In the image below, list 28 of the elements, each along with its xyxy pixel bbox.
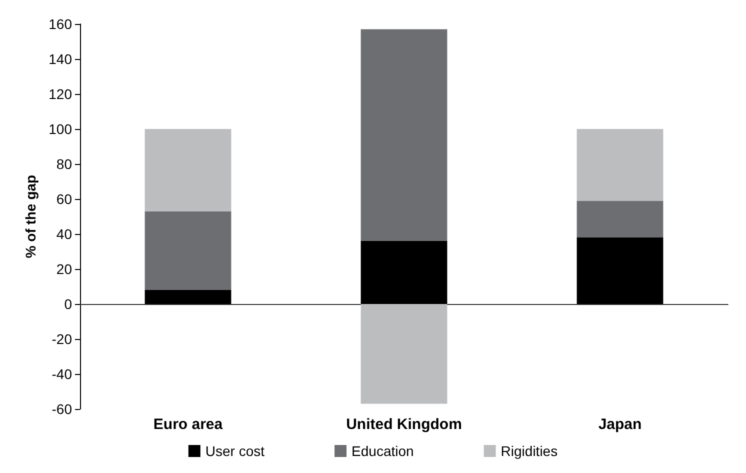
y-tick-label: 160 — [48, 16, 72, 32]
y-tick-label: 100 — [48, 121, 72, 137]
x-tick-label: Japan — [598, 416, 642, 433]
bar — [360, 304, 448, 404]
y-tick-label: -40 — [52, 366, 72, 382]
y-tick-label: 120 — [48, 86, 72, 102]
bar — [360, 241, 448, 304]
y-tick-label: 60 — [56, 191, 72, 207]
bar — [576, 129, 664, 201]
bar — [576, 200, 664, 238]
legend-label: Rigidities — [500, 443, 558, 459]
x-tick-label: United Kingdom — [346, 416, 462, 433]
bar — [144, 290, 232, 304]
bar — [576, 238, 664, 304]
y-tick-label: -20 — [52, 331, 72, 347]
x-tick-label: Euro area — [153, 416, 224, 433]
bar — [144, 211, 232, 290]
y-tick-label: 140 — [48, 51, 72, 67]
y-tick-label: 20 — [56, 261, 72, 277]
bar — [144, 129, 232, 212]
legend-label: Education — [352, 443, 414, 459]
y-tick-label: -60 — [52, 401, 72, 417]
bar — [360, 29, 448, 241]
y-tick-label: 80 — [56, 156, 72, 172]
y-tick-label: 40 — [56, 226, 72, 242]
y-axis-title: % of the gap — [22, 174, 39, 258]
legend-label: User cost — [205, 443, 265, 459]
y-tick-label: 0 — [64, 296, 72, 312]
